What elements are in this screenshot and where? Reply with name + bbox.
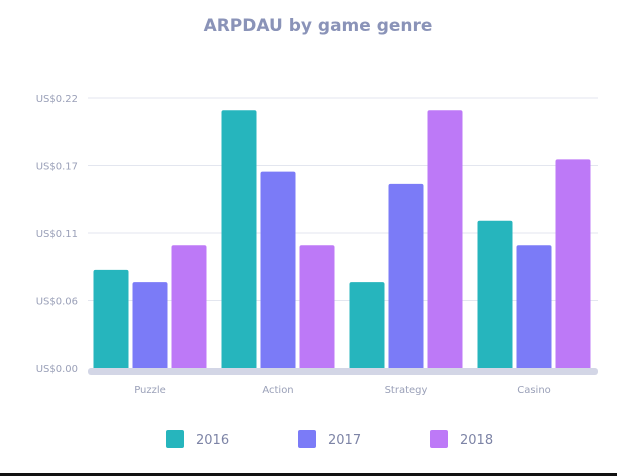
legend-item-2018[interactable]: 2018 [430, 430, 493, 448]
legend-label: 2016 [196, 433, 229, 448]
bar-casino-2016[interactable] [477, 220, 513, 370]
y-tick-label: US$0.11 [36, 229, 78, 240]
legend-label: 2017 [328, 433, 361, 448]
y-tick-label: US$0.22 [36, 94, 78, 105]
bar-casino-2018[interactable] [555, 159, 591, 370]
bar-strategy-2017[interactable] [388, 183, 424, 370]
bar-action-2017[interactable] [260, 171, 296, 370]
chart-title: ARPDAU by game genre [204, 16, 433, 36]
legend-item-2016[interactable]: 2016 [166, 430, 229, 448]
bar-action-2018[interactable] [299, 245, 335, 370]
bar-puzzle-2017[interactable] [132, 282, 168, 370]
frame-border [0, 473, 617, 476]
x-tick-label: Casino [517, 385, 551, 396]
legend-label: 2018 [460, 433, 493, 448]
bar-strategy-2018[interactable] [427, 110, 463, 370]
legend-swatch [166, 430, 184, 448]
bar-action-2016[interactable] [221, 110, 257, 370]
legend-item-2017[interactable]: 2017 [298, 430, 361, 448]
x-tick-label: Action [262, 385, 293, 396]
y-tick-label: US$0.00 [36, 364, 78, 375]
y-tick-label: US$0.17 [36, 162, 78, 173]
bar-puzzle-2016[interactable] [93, 269, 129, 370]
x-axis-baseline [88, 368, 598, 375]
bar-casino-2017[interactable] [516, 245, 552, 370]
bar-strategy-2016[interactable] [349, 282, 385, 370]
legend-swatch [430, 430, 448, 448]
x-tick-label: Puzzle [134, 385, 166, 396]
bar-puzzle-2018[interactable] [171, 245, 207, 370]
x-tick-label: Strategy [385, 385, 428, 396]
legend-swatch [298, 430, 316, 448]
y-tick-label: US$0.06 [36, 297, 78, 308]
